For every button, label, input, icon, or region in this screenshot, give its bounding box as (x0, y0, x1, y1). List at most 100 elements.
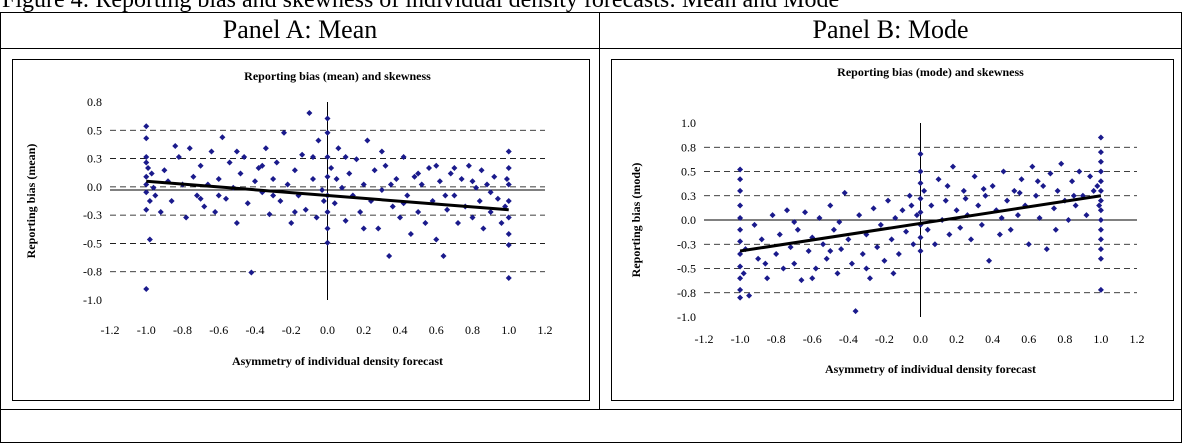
data-point (480, 225, 487, 232)
data-point (313, 214, 320, 221)
data-point (161, 167, 168, 174)
data-point (382, 162, 389, 169)
data-point (333, 176, 340, 182)
data-point (998, 215, 1005, 222)
x-axis-label: Asymmetry of individual density forecast (825, 362, 1036, 376)
y-tick-label: 0.8 (87, 95, 102, 109)
data-point (465, 162, 472, 169)
data-point (968, 236, 975, 243)
data-point (737, 238, 744, 245)
chart-panel-a: Reporting bias (mean) and skewness 0.8 0.5… (12, 59, 590, 401)
data-point (469, 178, 476, 185)
x-tick-label: 0.2 (949, 332, 964, 346)
data-point (764, 275, 771, 282)
data-point (874, 244, 881, 251)
data-point (758, 236, 765, 243)
x-tick-label: -1.0 (137, 323, 156, 337)
data-point (233, 148, 240, 155)
data-point (1097, 246, 1104, 253)
data-point (895, 250, 902, 257)
data-point (1097, 178, 1104, 185)
data-point (737, 294, 744, 301)
y-tick-label: -0.8 (677, 286, 696, 300)
data-point (845, 236, 852, 243)
data-point (866, 275, 873, 282)
data-point (277, 198, 284, 204)
data-point (143, 173, 150, 180)
data-point (783, 207, 790, 214)
data-point (1016, 189, 1023, 196)
data-point (980, 185, 987, 192)
data-point (877, 221, 884, 228)
data-point (1083, 212, 1090, 219)
data-point (342, 217, 349, 224)
data-point (375, 225, 382, 232)
data-point (823, 255, 830, 262)
data-point (737, 166, 744, 173)
data-point (1097, 286, 1104, 293)
data-point (962, 195, 969, 202)
y-tick-label: -0.3 (677, 237, 696, 251)
x-tick-label: -1.2 (101, 323, 120, 337)
data-point (360, 225, 367, 232)
data-point (415, 170, 422, 177)
data-point (197, 195, 204, 202)
data-point (798, 277, 805, 284)
data-point (944, 183, 951, 190)
data-point (152, 192, 159, 199)
data-point (150, 184, 157, 191)
data-point (299, 151, 306, 158)
data-point (899, 207, 906, 214)
data-point (1018, 176, 1025, 183)
data-point (201, 203, 208, 210)
data-point (917, 234, 924, 241)
data-point (769, 212, 776, 219)
data-point (324, 115, 331, 122)
data-point (324, 225, 331, 232)
y-tick-label: -0.5 (677, 262, 696, 276)
data-point (451, 165, 458, 171)
data-point (505, 231, 512, 237)
data-point (975, 202, 982, 209)
data-point (175, 154, 182, 160)
data-point (917, 248, 924, 255)
data-point (1054, 187, 1061, 194)
data-point (942, 197, 949, 204)
y-tick-label: -1.0 (677, 310, 696, 324)
data-point (1004, 197, 1011, 204)
data-point (418, 181, 425, 188)
data-point (324, 173, 331, 180)
data-point (740, 270, 747, 277)
x-tick-label: 1.2 (1130, 332, 1145, 346)
data-point (237, 170, 244, 177)
data-point (856, 212, 863, 219)
data-point (194, 192, 200, 199)
data-point (324, 209, 331, 215)
data-point (440, 253, 447, 259)
data-point (320, 198, 327, 204)
data-point (310, 154, 316, 160)
data-point (1000, 168, 1007, 175)
data-point (436, 178, 443, 185)
data-point (270, 192, 277, 199)
x-tick-label: 0.6 (429, 323, 444, 337)
data-point (946, 231, 953, 238)
data-point (982, 192, 989, 199)
data-point (1007, 226, 1014, 233)
data-point (913, 212, 920, 219)
data-point (737, 187, 744, 194)
data-point (935, 176, 942, 183)
data-point (491, 173, 498, 180)
data-point (1069, 178, 1076, 185)
data-point (208, 148, 215, 155)
y-tick-label: -0.8 (83, 265, 102, 279)
data-point (1051, 205, 1058, 212)
data-point (971, 173, 978, 180)
data-point (422, 220, 429, 226)
data-point (306, 110, 313, 116)
data-point (284, 181, 291, 188)
data-point (505, 242, 512, 248)
data-point (906, 192, 913, 199)
trend-line (739, 194, 1102, 253)
